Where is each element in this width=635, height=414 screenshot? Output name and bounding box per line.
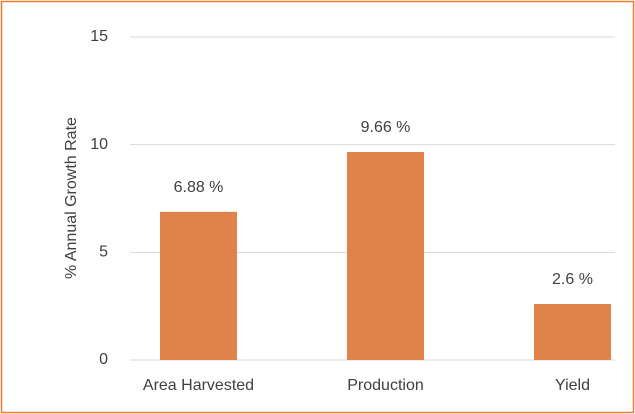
bar bbox=[534, 304, 611, 360]
value-label: 6.88 % bbox=[174, 179, 224, 196]
y-tick-label: 10 bbox=[90, 136, 108, 153]
y-axis-label: % Annual Growth Rate bbox=[63, 117, 80, 279]
bar bbox=[160, 211, 237, 360]
x-tick-label: Yield bbox=[555, 377, 590, 394]
value-label: 2.6 % bbox=[552, 271, 593, 288]
x-tick-label: Production bbox=[347, 377, 424, 394]
y-tick-label: 15 bbox=[90, 28, 108, 45]
y-tick-label: 0 bbox=[99, 351, 108, 368]
value-label: 9.66 % bbox=[361, 119, 411, 136]
bar bbox=[347, 151, 424, 360]
y-tick-label: 5 bbox=[99, 244, 108, 261]
x-tick-label: Area Harvested bbox=[143, 377, 254, 394]
